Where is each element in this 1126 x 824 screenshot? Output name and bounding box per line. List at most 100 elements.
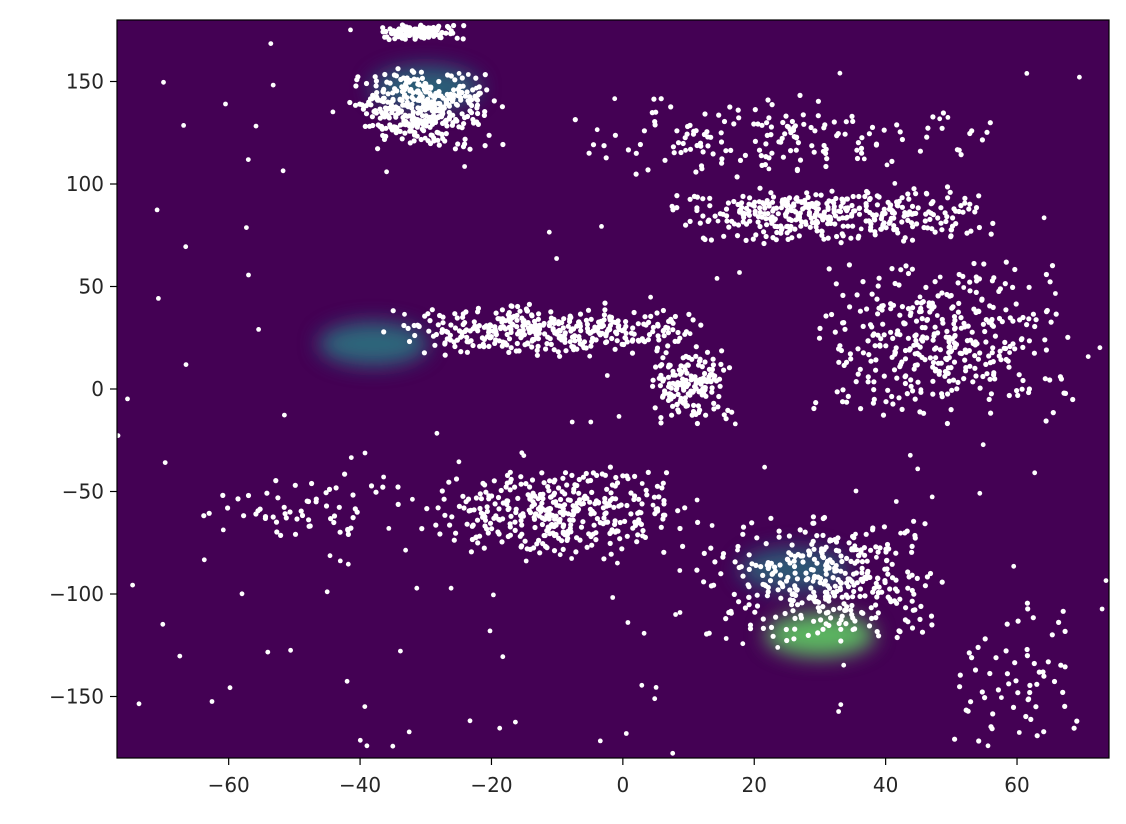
scatter-point [874, 554, 879, 560]
scatter-point [953, 341, 960, 348]
scatter-point [652, 696, 658, 702]
scatter-point [826, 565, 832, 571]
scatter-point [851, 571, 857, 577]
scatter-point [504, 342, 510, 348]
scatter-point [893, 550, 899, 556]
scatter-point [412, 116, 418, 122]
scatter-point [552, 516, 558, 522]
scatter-point [899, 136, 906, 143]
scatter-point [461, 121, 467, 127]
scatter-point [562, 502, 568, 508]
scatter-point [401, 35, 407, 41]
scatter-point [632, 493, 638, 499]
scatter-point [910, 224, 916, 230]
scatter-point [844, 399, 850, 405]
scatter-point [456, 71, 462, 76]
scatter-point [779, 225, 785, 231]
scatter-point [968, 228, 974, 234]
scatter-point [360, 106, 366, 112]
scatter-point [947, 343, 953, 350]
scatter-point [517, 533, 523, 539]
scatter-point [264, 490, 270, 496]
scatter-point [859, 570, 865, 576]
scatter-point [235, 496, 241, 502]
scatter-point [997, 348, 1003, 354]
scatter-point [876, 194, 882, 200]
scatter-point [562, 470, 569, 476]
scatter-point [805, 632, 811, 639]
scatter-point [560, 475, 566, 481]
scatter-point [645, 469, 651, 475]
scatter-point [661, 376, 667, 382]
scatter-point [506, 349, 512, 355]
scatter-point [454, 315, 460, 321]
scatter-point [888, 215, 894, 221]
scatter-point [292, 531, 299, 537]
scatter-point [930, 378, 936, 384]
scatter-point [641, 630, 647, 636]
scatter-point [807, 224, 813, 230]
scatter-point [1047, 279, 1053, 285]
scatter-point [287, 509, 293, 515]
scatter-point [982, 636, 988, 642]
scatter-point [792, 570, 798, 576]
scatter-point [890, 208, 896, 214]
scatter-point [519, 543, 525, 549]
scatter-point [865, 338, 871, 344]
scatter-point [971, 260, 977, 267]
scatter-point [755, 214, 762, 220]
scatter-point [809, 541, 815, 547]
scatter-point [508, 345, 514, 351]
scatter-point [660, 328, 666, 334]
scatter-point [1024, 322, 1030, 328]
scatter-point [863, 531, 869, 537]
scatter-point [766, 155, 772, 161]
scatter-point [439, 488, 445, 494]
scatter-point [703, 393, 709, 399]
scatter-point [891, 223, 897, 229]
scatter-point [836, 620, 842, 627]
scatter-point [956, 300, 962, 306]
scatter-point [787, 587, 793, 593]
scatter-point [698, 381, 704, 387]
scatter-point [824, 214, 830, 220]
scatter-point [762, 211, 768, 217]
scatter-point [810, 520, 816, 526]
scatter-point [658, 96, 664, 102]
scatter-point [965, 708, 971, 714]
scatter-point [721, 412, 727, 418]
scatter-point [646, 319, 652, 325]
scatter-point [803, 219, 808, 225]
scatter-point [486, 496, 492, 502]
scatter-point [763, 233, 769, 240]
scatter-point [913, 210, 919, 216]
scatter-point [982, 695, 988, 701]
scatter-point [542, 331, 548, 337]
scatter-point [697, 140, 704, 146]
scatter-point [557, 333, 564, 339]
scatter-point [1024, 71, 1030, 76]
scatter-point [709, 385, 715, 391]
scatter-point [883, 343, 889, 349]
scatter-point [975, 356, 982, 362]
scatter-point [624, 502, 630, 509]
scatter-point [737, 209, 743, 215]
scatter-point [905, 191, 911, 197]
scatter-point [589, 542, 595, 548]
scatter-point [1025, 697, 1031, 703]
scatter-point [680, 399, 686, 405]
scatter-point [442, 512, 448, 518]
scatter-point [1061, 390, 1067, 396]
scatter-point [580, 474, 587, 480]
scatter-point [416, 81, 422, 87]
scatter-point [788, 223, 794, 230]
scatter-point [682, 367, 688, 373]
scatter-point [508, 329, 514, 335]
scatter-point [732, 421, 738, 427]
scatter-point [604, 328, 610, 334]
scatter-point [695, 519, 701, 526]
scatter-point [643, 487, 649, 493]
scatter-point [705, 218, 711, 224]
scatter-point [603, 155, 609, 161]
scatter-point [330, 109, 336, 115]
